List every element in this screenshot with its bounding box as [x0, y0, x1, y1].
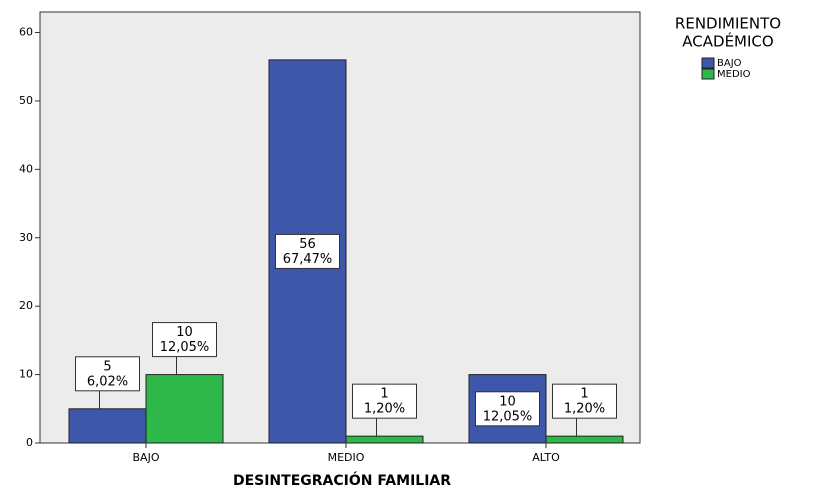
bar: [345, 435, 424, 444]
data-label-percent: 12,05%: [483, 409, 533, 424]
x-tick-label: ALTO: [532, 451, 560, 464]
data-label-percent: 67,47%: [283, 252, 333, 267]
data-label-percent: 1,20%: [364, 402, 405, 417]
legend-label: MEDIO: [717, 69, 751, 80]
y-tick-label: 20: [19, 299, 33, 312]
data-label-percent: 6,02%: [87, 374, 128, 389]
bar: [145, 374, 224, 444]
data-label: 1: [580, 387, 588, 402]
y-tick-label: 40: [19, 162, 33, 175]
data-label-box: [152, 322, 217, 358]
data-label: 10: [499, 394, 516, 409]
data-label: 56: [299, 237, 316, 252]
y-tick-label: 30: [19, 231, 33, 244]
data-label-box: [275, 233, 340, 269]
y-tick-label: 10: [19, 368, 33, 381]
y-tick-label: 50: [19, 94, 33, 107]
x-tick-label: MEDIO: [328, 451, 365, 464]
data-label-percent: 1,20%: [564, 402, 605, 417]
data-label: 5: [103, 359, 111, 374]
legend-swatch: [701, 68, 715, 80]
data-label-box: [475, 391, 540, 427]
legend-title: ACADÉMICO: [682, 32, 773, 51]
legend-title: RENDIMIENTO: [675, 15, 781, 33]
data-label-box: [552, 383, 617, 419]
y-tick-label: 0: [26, 436, 33, 449]
legend-label: BAJO: [717, 58, 742, 69]
x-tick-label: BAJO: [133, 451, 160, 464]
data-label-box: [75, 356, 140, 392]
data-label: 10: [176, 325, 193, 340]
x-axis-label: DESINTEGRACIÓN FAMILIAR: [233, 471, 451, 489]
data-label-box: [352, 383, 417, 419]
bar: [545, 435, 624, 444]
data-label-percent: 12,05%: [160, 340, 210, 355]
y-tick-label: 60: [19, 26, 33, 39]
bar: [68, 408, 147, 444]
legend-swatch: [701, 57, 715, 69]
data-label: 1: [380, 387, 388, 402]
